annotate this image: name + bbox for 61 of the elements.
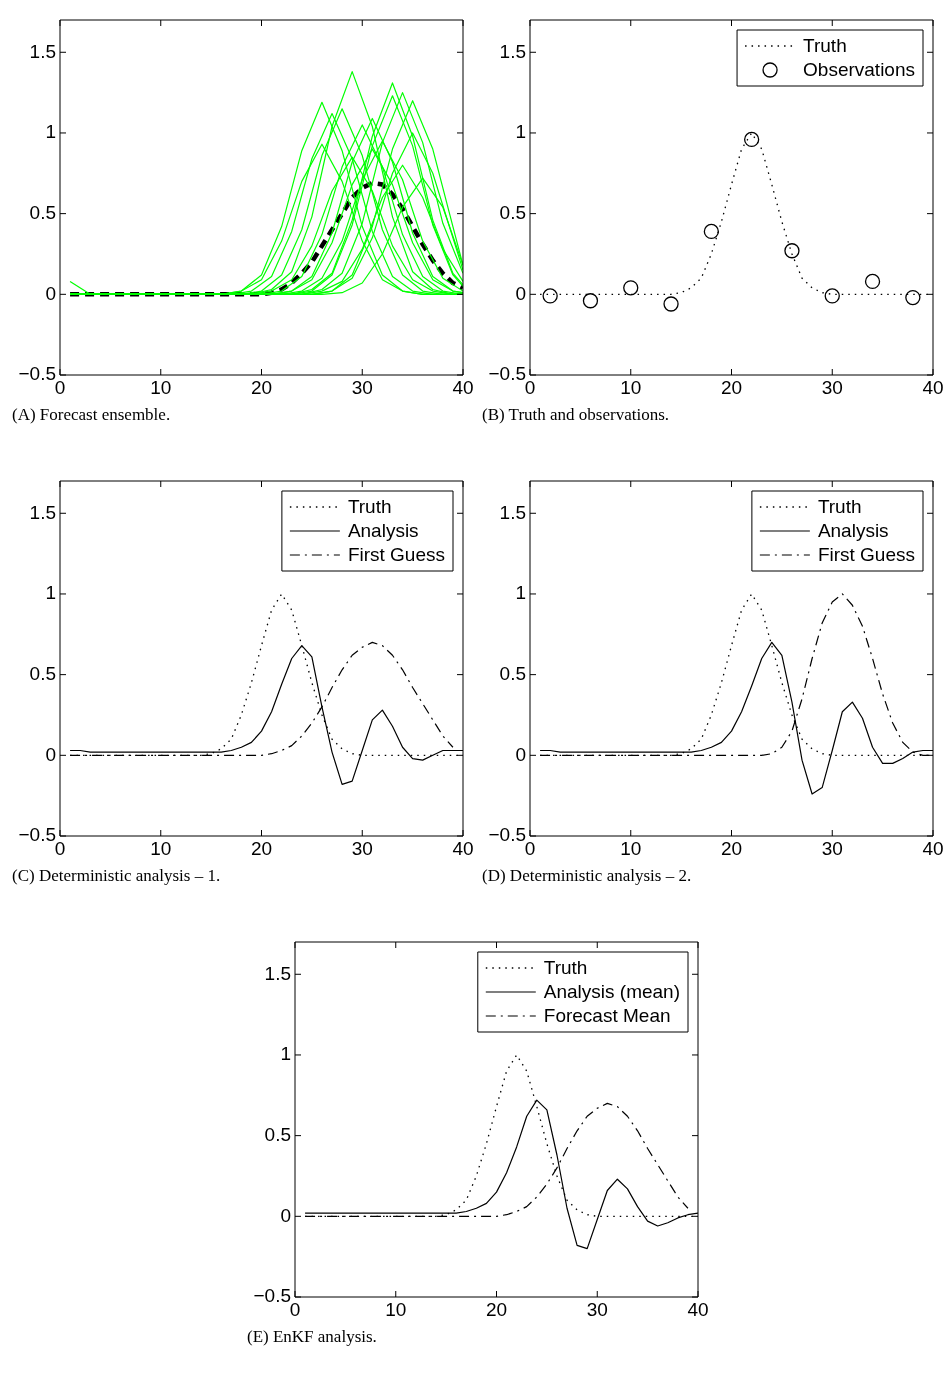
y-tick-label: 0.5 [499, 201, 526, 223]
x-tick-label: 40 [922, 837, 944, 859]
legend-label: Analysis [817, 520, 889, 542]
x-tick-label: 30 [821, 837, 843, 859]
text: (D) Deterministic analysis – 2. [482, 866, 693, 886]
legend-label: Analysis (mean) [543, 981, 681, 1003]
text: (B) Truth and observations. [482, 405, 670, 425]
y-tick-label: 1 [45, 582, 56, 604]
x-tick-label: 10 [385, 1298, 407, 1320]
y-tick-label: 1.5 [29, 40, 56, 62]
y-tick-label: 0 [515, 282, 526, 304]
x-tick-label: 20 [720, 837, 743, 859]
y-tick-label: 1 [515, 121, 526, 143]
text: (A) Forecast ensemble. [12, 405, 172, 425]
y-tick-label: 0.5 [264, 1123, 291, 1145]
legend-label: Analysis [347, 520, 419, 542]
legend-label: Observations [803, 59, 916, 81]
x-tick-label: 20 [250, 376, 273, 398]
y-tick-label: 0 [280, 1204, 291, 1226]
x-tick-label: 30 [351, 376, 373, 398]
x-tick-label: 10 [620, 376, 642, 398]
legend-label: Truth [803, 35, 847, 57]
x-tick-label: 20 [720, 376, 743, 398]
y-tick-label: 1.5 [264, 962, 291, 984]
legend-label: Forecast Mean [543, 1005, 671, 1027]
y-tick-label: −0.5 [253, 1285, 291, 1307]
x-tick-label: 10 [150, 837, 172, 859]
legend-label: Truth [543, 957, 588, 979]
x-tick-label: 10 [620, 837, 642, 859]
legend-label: First Guess [817, 544, 915, 566]
x-tick-label: 20 [250, 837, 273, 859]
legend-label: Truth [817, 496, 862, 518]
y-tick-label: 0 [45, 743, 56, 765]
x-tick-label: 30 [351, 837, 373, 859]
y-tick-label: 1.5 [29, 501, 56, 523]
y-tick-label: 1 [515, 582, 526, 604]
y-tick-label: 0.5 [499, 662, 526, 684]
legend-label: First Guess [347, 544, 445, 566]
y-tick-label: −0.5 [488, 824, 526, 846]
y-tick-label: 0.5 [29, 662, 56, 684]
x-tick-label: 20 [485, 1298, 508, 1320]
y-tick-label: 1 [280, 1043, 291, 1065]
x-tick-label: 40 [452, 837, 474, 859]
x-tick-label: 40 [922, 376, 944, 398]
text: (C) Deterministic analysis – 1. [12, 866, 222, 886]
x-tick-label: 40 [452, 376, 474, 398]
y-tick-label: 1 [45, 121, 56, 143]
y-tick-label: 1.5 [499, 501, 526, 523]
text: (E) EnKF analysis. [247, 1327, 378, 1347]
legend-label: Truth [347, 496, 392, 518]
y-tick-label: 0 [45, 282, 56, 304]
x-tick-label: 10 [150, 376, 172, 398]
x-tick-label: 30 [821, 376, 843, 398]
y-tick-label: 0.5 [29, 201, 56, 223]
x-tick-label: 40 [687, 1298, 709, 1320]
x-tick-label: 30 [586, 1298, 608, 1320]
y-tick-label: −0.5 [488, 363, 526, 385]
y-tick-label: 0 [515, 743, 526, 765]
y-tick-label: −0.5 [18, 824, 56, 846]
y-tick-label: −0.5 [18, 363, 56, 385]
y-tick-label: 1.5 [499, 40, 526, 62]
